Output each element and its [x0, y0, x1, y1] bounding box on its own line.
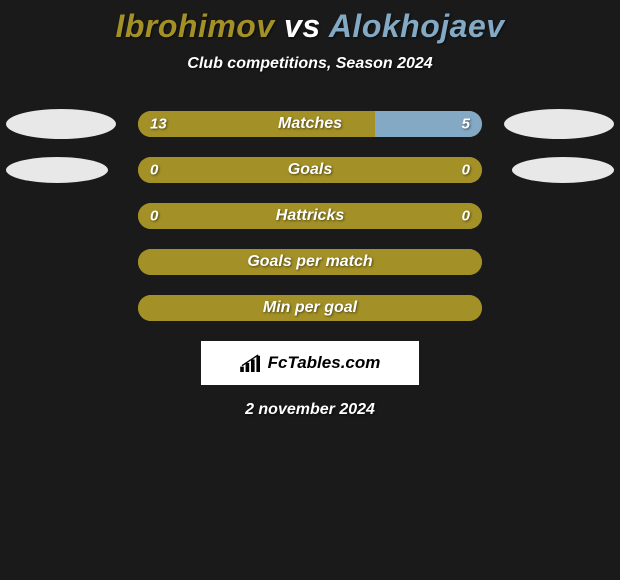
stat-bar: Matches: [138, 111, 482, 137]
brand-text: FcTables.com: [268, 353, 381, 373]
page-title: Ibrohimov vs Alokhojaev: [0, 8, 620, 45]
stat-value-right: 0: [462, 162, 470, 179]
stat-value-right: 5: [462, 116, 470, 133]
stat-label: Goals per match: [247, 253, 372, 271]
date-text: 2 november 2024: [0, 401, 620, 419]
player1-oval: [6, 157, 108, 183]
player2-oval: [504, 109, 614, 139]
stat-row: Goals per match: [0, 249, 620, 275]
stat-label: Matches: [278, 115, 342, 133]
chart-icon: [240, 354, 262, 372]
stat-row: Goals 0 0: [0, 157, 620, 183]
title-player2: Alokhojaev: [329, 8, 505, 44]
title-vs: vs: [284, 8, 321, 44]
stat-bar: Hattricks: [138, 203, 482, 229]
stat-value-right: 0: [462, 208, 470, 225]
stat-bar: Goals per match: [138, 249, 482, 275]
stat-row: Matches 13 5: [0, 111, 620, 137]
stat-value-left: 13: [150, 116, 167, 133]
infographic-container: Ibrohimov vs Alokhojaev Club competition…: [0, 0, 620, 419]
stat-bar: Goals: [138, 157, 482, 183]
player2-oval: [512, 157, 614, 183]
stat-label: Min per goal: [263, 299, 357, 317]
player1-oval: [6, 109, 116, 139]
stat-value-left: 0: [150, 208, 158, 225]
stat-row: Hattricks 0 0: [0, 203, 620, 229]
stat-rows: Matches 13 5 Goals 0 0 Hattricks 0 0 Goals per ma…: [0, 111, 620, 321]
stat-value-left: 0: [150, 162, 158, 179]
subtitle: Club competitions, Season 2024: [0, 55, 620, 73]
stat-row: Min per goal: [0, 295, 620, 321]
brand-box: FcTables.com: [201, 341, 419, 385]
stat-label: Goals: [288, 161, 332, 179]
stat-label: Hattricks: [276, 207, 344, 225]
title-player1: Ibrohimov: [115, 8, 274, 44]
stat-bar: Min per goal: [138, 295, 482, 321]
